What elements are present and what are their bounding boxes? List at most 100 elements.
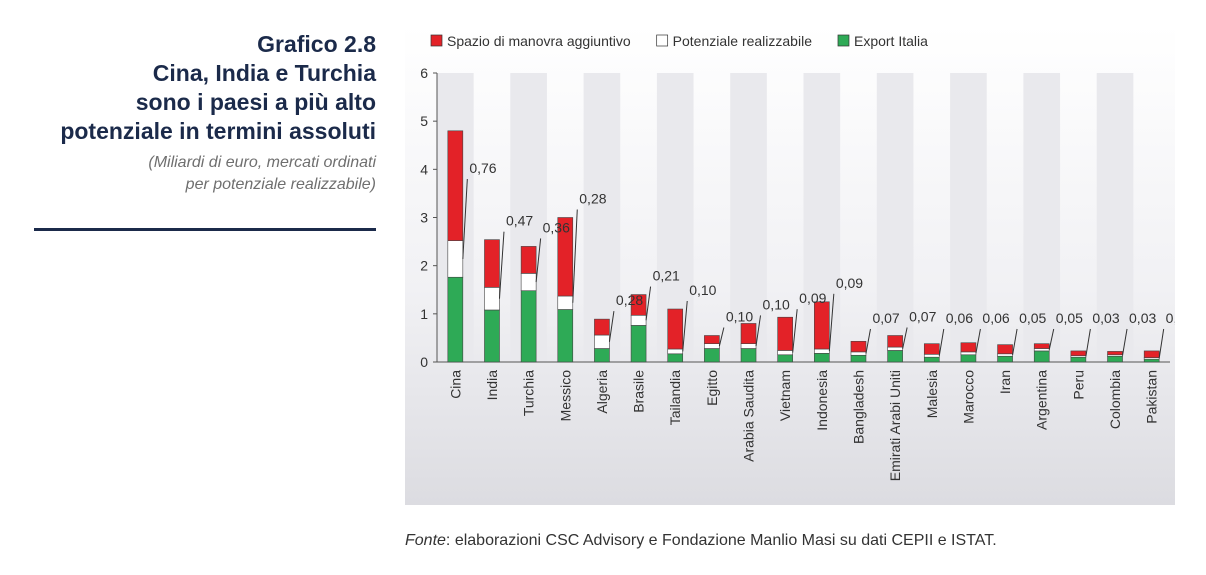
x-tick-label: Iran (997, 370, 1013, 394)
y-tick-label: 1 (420, 306, 428, 322)
data-label: 0,05 (1019, 310, 1046, 326)
x-tick-label: Vietnam (777, 370, 793, 421)
bar-potenziale-realizzabile (447, 240, 464, 278)
bar-spazio-di-manovra (704, 335, 720, 344)
data-label: 0,09 (836, 275, 863, 291)
legend-label: Potenziale realizzabile (673, 33, 813, 49)
x-tick-label: Messico (557, 370, 573, 422)
x-tick-label: Arabia Saudita (741, 370, 757, 462)
bar-spazio-di-manovra (1107, 351, 1123, 356)
x-tick-label: Brasile (631, 370, 647, 413)
source-lead: Fonte (405, 532, 446, 549)
source-note: Fonte: elaborazioni CSC Advisory e Fonda… (405, 532, 997, 550)
data-label: 0,05 (1056, 310, 1083, 326)
x-tick-label: Malesia (924, 370, 940, 418)
bar-spazio-di-manovra (777, 316, 793, 351)
bar-potenziale-realizzabile (887, 346, 903, 351)
chart-area: 0 1 2 3 4 5 6 0,76 0,47 0,36 0,28 0,28 0,21 0,10 0,10… (405, 25, 1193, 505)
callout-leader (938, 328, 945, 356)
bar-spazio-di-manovra (1070, 350, 1087, 357)
source-text: : elaborazioni CSC Advisory e Fondazione… (445, 532, 997, 549)
bar-spazio-di-manovra (997, 344, 1013, 355)
callout-leader (1012, 328, 1018, 356)
bar-potenziale-realizzabile (484, 287, 500, 311)
callout-leader (718, 327, 725, 347)
callout-leader (792, 309, 798, 353)
bar-export-italia (704, 348, 720, 363)
data-label: 0,28 (616, 292, 643, 308)
callout-leader (755, 315, 762, 347)
legend-swatch (656, 34, 669, 47)
bar-potenziale-realizzabile (520, 273, 537, 292)
data-label: 0,36 (543, 219, 570, 235)
bar-spazio-di-manovra (740, 323, 757, 344)
x-tick-label: Bangladesh (850, 370, 866, 444)
background-band (950, 73, 987, 362)
bar-potenziale-realizzabile (630, 314, 647, 326)
callout-leader (1122, 328, 1128, 356)
callout-leader (1085, 328, 1091, 357)
data-label: 0,76 (469, 160, 496, 176)
chart-title-line-1: Cina, India e Turchia (152, 60, 376, 86)
title-divider (34, 228, 376, 231)
bar-spazio-di-manovra (923, 343, 940, 355)
callout-leader (535, 238, 542, 283)
y-tick-label: 5 (420, 113, 428, 129)
data-label: 0,10 (763, 296, 790, 312)
bar-spazio-di-manovra (1143, 350, 1160, 358)
bar-potenziale-realizzabile (777, 350, 793, 356)
bar-potenziale-realizzabile (740, 343, 757, 349)
bar-export-italia (1143, 358, 1160, 363)
x-tick-label: Algeria (594, 370, 610, 414)
bar-spazio-di-manovra (594, 318, 610, 336)
x-tick-label: Argentina (1034, 370, 1050, 430)
bar-export-italia (667, 353, 684, 363)
x-tick-label: Marocco (960, 370, 976, 424)
y-tick-label: 6 (420, 65, 428, 81)
callout-leader (902, 327, 908, 349)
bar-spazio-di-manovra (1033, 343, 1050, 349)
legend-swatch (837, 34, 850, 47)
x-tick-label: Tailandia (667, 370, 683, 425)
data-label: 0,07 (909, 309, 936, 325)
bar-export-italia (447, 276, 464, 363)
callout-leader (1048, 328, 1055, 350)
data-label: 0,06 (946, 310, 973, 326)
x-tick-label: Peru (1070, 370, 1086, 400)
bar-export-italia (520, 290, 537, 363)
stacked-bar-chart: 0 1 2 3 4 5 6 0,76 0,47 0,36 0,28 0,28 0,21 0,10 0,10… (405, 25, 1193, 505)
bar-export-italia (1033, 350, 1050, 363)
bar-export-italia (557, 309, 574, 363)
bar-potenziale-realizzabile (850, 351, 867, 356)
bar-export-italia (887, 350, 903, 363)
data-label: 0,10 (689, 282, 716, 298)
background-band (876, 73, 914, 362)
y-tick-label: 2 (420, 258, 428, 274)
bar-potenziale-realizzabile (557, 295, 574, 310)
callout-leader (572, 209, 578, 303)
x-tick-label: Pakistan (1144, 370, 1160, 424)
bar-export-italia (740, 348, 757, 363)
chart-number: Grafico 2.8 (257, 31, 376, 57)
bar-export-italia (630, 325, 647, 363)
x-tick-label: Cina (447, 370, 463, 399)
data-label: 0,03 (1092, 310, 1119, 326)
bar-spazio-di-manovra (447, 130, 464, 241)
data-label: 0,07 (872, 310, 899, 326)
x-tick-label: Egitto (704, 370, 720, 406)
bar-export-italia (960, 354, 977, 363)
data-label: 0,03 (1166, 310, 1175, 326)
x-tick-label: Turchia (521, 370, 537, 416)
bar-export-italia (923, 356, 940, 363)
data-label: 0,10 (726, 309, 753, 325)
bar-export-italia (594, 348, 610, 363)
bar-spazio-di-manovra (960, 342, 977, 353)
bar-potenziale-realizzabile (814, 348, 830, 354)
callout-leader (645, 286, 652, 321)
background-band (583, 73, 621, 362)
y-tick-label: 3 (420, 210, 428, 226)
bar-export-italia (1107, 355, 1123, 363)
data-label: 0,47 (506, 213, 533, 229)
callout-leader (828, 293, 835, 352)
bar-export-italia (850, 354, 867, 363)
